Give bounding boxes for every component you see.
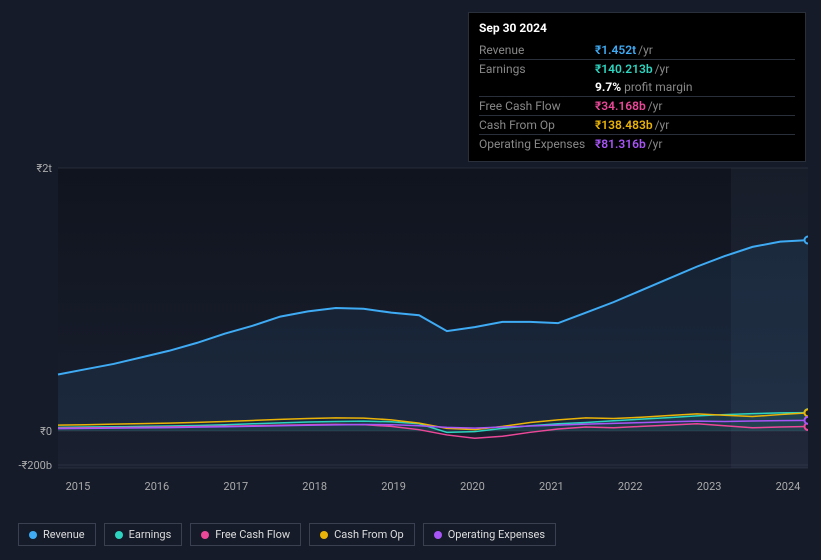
svg-text:2024: 2024 <box>776 480 801 493</box>
svg-text:2015: 2015 <box>66 480 91 493</box>
tooltip-date: Sep 30 2024 <box>479 21 795 35</box>
svg-text:2017: 2017 <box>223 480 248 493</box>
tooltip-row: 9.7% profit margin <box>479 78 795 96</box>
legend-dot <box>434 531 442 539</box>
legend-dot <box>320 531 328 539</box>
legend-label: Cash From Op <box>334 528 404 541</box>
tooltip-row: Free Cash Flow₹34.168b /yr <box>479 96 795 115</box>
legend-item-revenue[interactable]: Revenue <box>18 523 96 546</box>
tooltip-row: Revenue₹1.452t /yr <box>479 41 795 59</box>
svg-text:-₹200b: -₹200b <box>19 459 52 472</box>
legend-label: Earnings <box>129 528 172 541</box>
tooltip-row: Cash From Op₹138.483b /yr <box>479 115 795 134</box>
svg-text:2020: 2020 <box>460 480 485 493</box>
svg-text:2018: 2018 <box>302 480 327 493</box>
legend-dot <box>29 531 37 539</box>
svg-text:2021: 2021 <box>539 480 564 493</box>
svg-text:2022: 2022 <box>618 480 643 493</box>
legend-dot <box>201 531 209 539</box>
tooltip-row: Operating Expenses₹81.316b /yr <box>479 134 795 153</box>
tooltip-row: Earnings₹140.213b /yr <box>479 59 795 78</box>
legend-item-cash-from-op[interactable]: Cash From Op <box>309 523 415 546</box>
svg-text:2016: 2016 <box>145 480 170 493</box>
svg-text:₹0: ₹0 <box>40 425 52 438</box>
svg-text:₹2t: ₹2t <box>37 162 53 175</box>
legend-item-operating-expenses[interactable]: Operating Expenses <box>423 523 556 546</box>
legend-dot <box>115 531 123 539</box>
legend-label: Operating Expenses <box>448 528 545 541</box>
svg-text:2019: 2019 <box>381 480 406 493</box>
legend-label: Revenue <box>43 528 85 541</box>
legend-item-free-cash-flow[interactable]: Free Cash Flow <box>190 523 301 546</box>
financial-chart[interactable]: 2015 2016 2017 2018 2019 2020 2021 2022 2023 2024… <box>18 158 808 503</box>
chart-canvas: 2015 2016 2017 2018 2019 2020 2021 2022 2023 2024… <box>18 158 808 503</box>
legend: Revenue Earnings Free Cash Flow Cash From O… <box>18 523 556 546</box>
legend-item-earnings[interactable]: Earnings <box>104 523 183 546</box>
legend-label: Free Cash Flow <box>215 528 290 541</box>
chart-tooltip: Sep 30 2024 Revenue₹1.452t /yrEarnings₹1… <box>468 12 806 162</box>
svg-text:2023: 2023 <box>697 480 722 493</box>
